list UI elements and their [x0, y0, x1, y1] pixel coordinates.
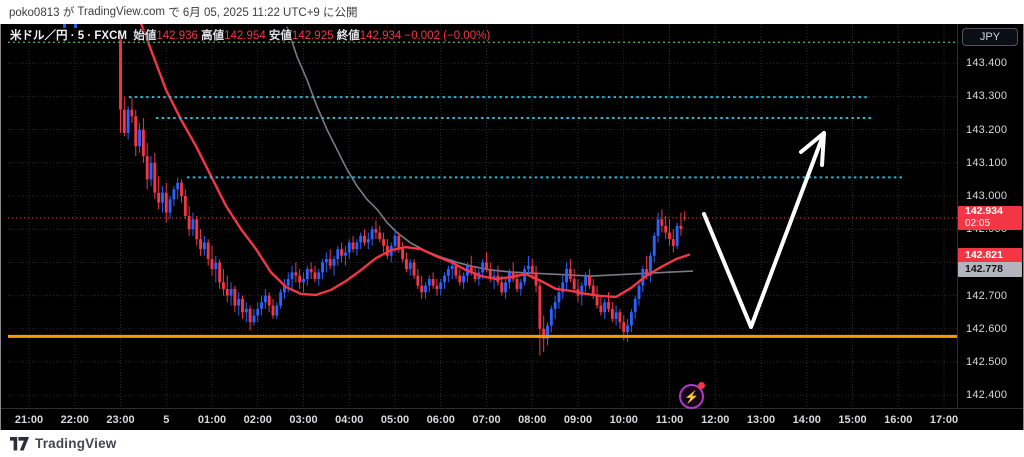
price-tick-label: 142.400 — [966, 389, 1008, 402]
idea-event-marker[interactable]: ⚡ — [679, 382, 705, 409]
price-tick-label: 143.200 — [966, 123, 1008, 136]
price-tick-label: 143.300 — [966, 90, 1008, 103]
publish-text-suffix: で 6月 05, 2025 11:22 UTC+9 に公開 — [165, 7, 358, 19]
time-tick-label: 07:00 — [472, 414, 501, 426]
time-tick-label: 17:00 — [929, 414, 959, 426]
high-value: 142.954 — [224, 30, 266, 42]
time-tick-label: 13:00 — [746, 414, 776, 426]
time-tick-label: 21:00 — [14, 414, 44, 426]
time-tick-label: 16:00 — [884, 414, 913, 426]
tradingview-link[interactable]: TradingView.com — [77, 6, 165, 18]
price-tick-label: 142.500 — [966, 356, 1008, 368]
price-tick-label: 143.000 — [966, 190, 1008, 202]
time-tick-label: 12:00 — [701, 414, 730, 426]
arrow-drawing[interactable] — [702, 131, 826, 329]
open-value: 142.936 — [156, 30, 198, 42]
symbol-title[interactable]: 米ドル／円 · 5 · FXCM — [10, 30, 127, 42]
time-tick-label: 11:00 — [655, 414, 684, 426]
time-tick-label: 06:00 — [426, 414, 455, 426]
chart-legend: 米ドル／円 · 5 · FXCM 始値142.936 高値142.954 安値1… — [10, 30, 491, 42]
tradingview-logo-icon[interactable] — [10, 436, 29, 451]
time-scale[interactable]: 21:00 22:00 23:00 5 01:00 02:00 03:00 04:00 05:0… — [1, 408, 1023, 430]
ema-line — [139, 24, 691, 299]
low-value: 142.925 — [291, 30, 334, 42]
time-tick-label: 14:00 — [792, 414, 821, 426]
time-tick-label: 08:00 — [518, 414, 547, 426]
time-tick-label: 02:00 — [243, 414, 272, 426]
price-tick-label: 142.700 — [966, 289, 1008, 302]
candles — [63, 24, 687, 356]
close-value: 142.934 — [359, 30, 402, 42]
time-tick-label: 04:00 — [335, 414, 364, 426]
price-tick-label: 143.400 — [966, 57, 1008, 70]
time-tick-label: 5 — [163, 414, 170, 426]
notification-dot — [698, 382, 705, 389]
time-tick-label: 22:00 — [60, 414, 89, 426]
time-tick-label: 10:00 — [609, 414, 638, 426]
ema-value-tag: 142.821 — [958, 247, 1022, 263]
chart-widget: 米ドル／円 · 5 · FXCM 始値142.936 高値142.954 安値1… — [0, 24, 1024, 430]
time-tick-label: 01:00 — [197, 414, 227, 426]
time-tick-label: 03:00 — [289, 414, 318, 426]
last-price-tag: 142.934 02:05 — [958, 206, 1022, 230]
currency-toggle-button[interactable]: JPY — [962, 28, 1018, 46]
time-tick-label: 23:00 — [106, 414, 135, 426]
grid — [8, 24, 958, 408]
time-tick-label: 15:00 — [838, 414, 867, 426]
time-tick-label: 09:00 — [563, 414, 593, 426]
price-scale[interactable]: JPY 143.400 143.300 143.200 143.100 143.000 1… — [957, 24, 1023, 408]
price-chart-canvas[interactable] — [1, 24, 959, 408]
sma-line — [286, 26, 694, 277]
clipped-candle-wick — [63, 24, 66, 28]
tradingview-logo-text[interactable]: TradingView — [35, 436, 117, 451]
sma-value-tag: 142.778 — [958, 262, 1022, 278]
clipped-candle-wick — [74, 24, 77, 28]
time-tick-label: 05:00 — [380, 414, 410, 426]
price-tick-label: 143.100 — [966, 156, 1008, 169]
change-value: −0.002 (−0.00%) — [404, 30, 491, 42]
price-tick-label: 142.600 — [966, 322, 1008, 335]
publish-text-prefix: poko0813 が — [9, 7, 78, 19]
footer-bar: TradingView — [0, 430, 1024, 457]
lightning-icon: ⚡ — [679, 384, 704, 409]
publish-bar: poko0813 が TradingView.com で 6月 05, 2025… — [0, 0, 1024, 24]
